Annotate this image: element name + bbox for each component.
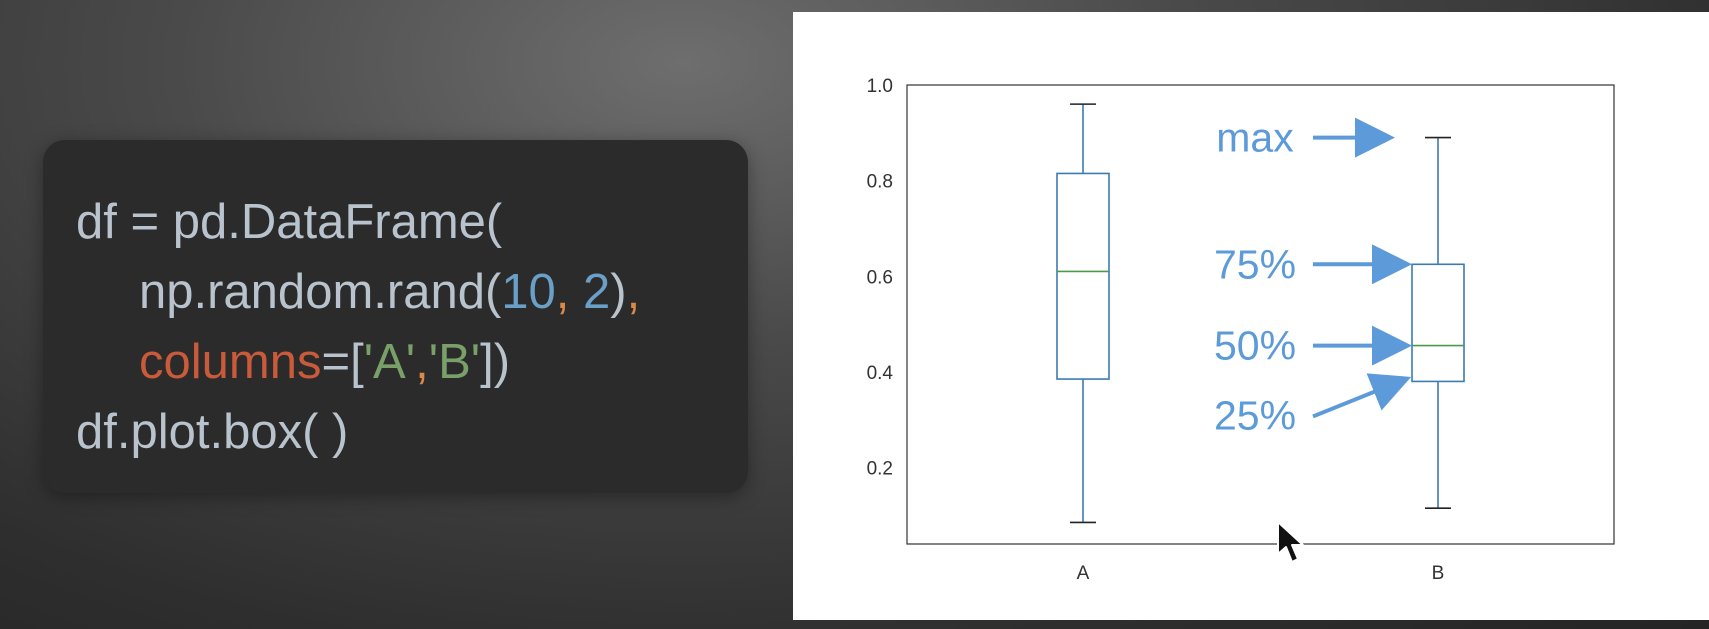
box-series (1056, 103, 1465, 524)
y-tick-label-3: 0.4 (867, 363, 894, 384)
box-B (1411, 136, 1465, 509)
iqr-box-A (1056, 172, 1110, 380)
code-str-b: 'B' (428, 335, 481, 389)
code-line-1: df = pd.DataFrame( (76, 198, 502, 247)
iqr-box-B (1411, 263, 1465, 383)
code-line-3: columns=['A','B']) (139, 338, 510, 387)
code-line-1-text: df = pd.DataFrame( (76, 195, 503, 249)
code-end-bracket: ]) (480, 335, 511, 389)
annotations: max 75% 50% 25% (1214, 115, 1412, 438)
code-comma-3: , (415, 335, 429, 389)
code-panel: df = pd.DataFrame( np.random.rand(10, 2)… (43, 140, 748, 493)
x-tick-label-1: B (1432, 563, 1445, 584)
code-line-2: np.random.rand(10, 2), (139, 268, 640, 317)
annotation-label-q1: 25% (1214, 392, 1296, 438)
mouse-cursor-icon (1277, 521, 1304, 563)
code-eq-bracket: =[ (321, 335, 364, 389)
code-close-paren: ) (610, 265, 627, 319)
y-tick-label-0: 1.0 (867, 76, 893, 97)
y-tick-label-4: 0.2 (867, 459, 893, 480)
x-tick-label-0: A (1077, 563, 1090, 584)
code-kw-columns: columns (139, 335, 322, 389)
plot-area-frame (906, 84, 1615, 545)
y-axis-ticks: 1.0 0.8 0.6 0.4 0.2 (867, 76, 894, 480)
code-str-a: 'A' (363, 335, 416, 389)
y-tick-label-1: 0.8 (867, 172, 893, 193)
code-line-4-text: df.plot.box( ) (76, 405, 349, 459)
code-comma-2: , (626, 265, 641, 319)
code-comma-1: , (555, 265, 570, 319)
code-rand-fn: np.random.rand( (139, 265, 502, 319)
annotation-label-median: 50% (1214, 323, 1296, 369)
annotation-label-q3: 75% (1214, 241, 1296, 287)
y-tick-label-2: 0.6 (867, 267, 893, 288)
annotation-label-max: max (1216, 115, 1294, 161)
code-num-2: 2 (569, 265, 611, 319)
box-A (1056, 103, 1110, 524)
code-line-4: df.plot.box( ) (76, 408, 348, 457)
annotation-arrow-q1 (1312, 373, 1412, 419)
code-num-10: 10 (501, 265, 556, 319)
